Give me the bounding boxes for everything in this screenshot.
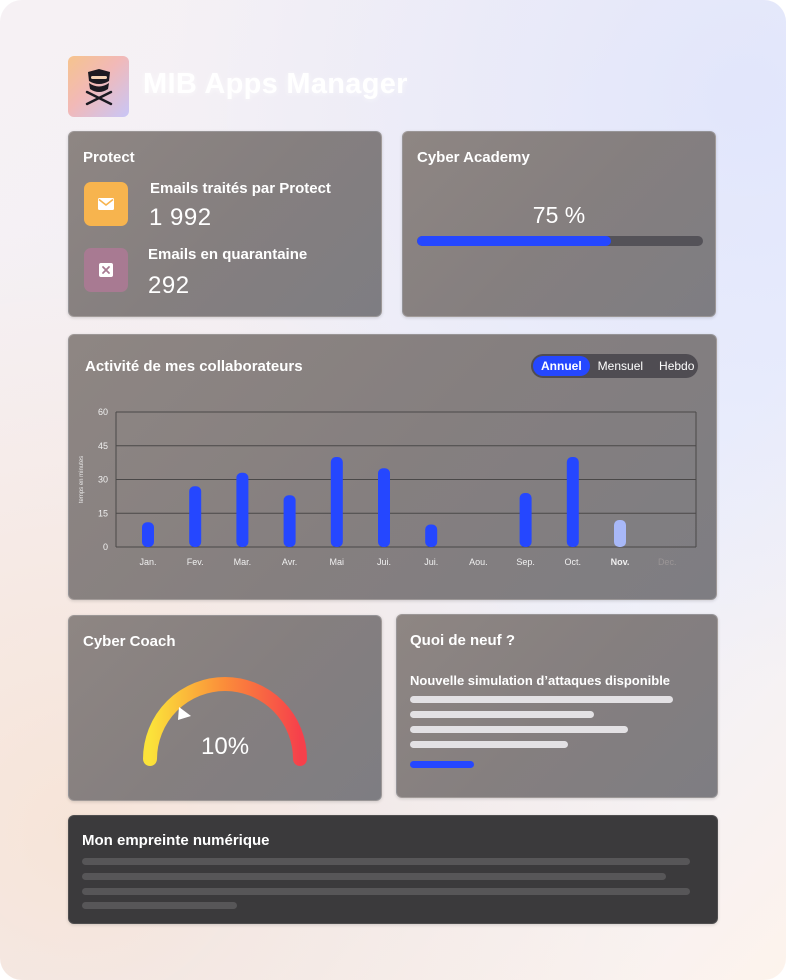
news-title: Quoi de neuf ? [410,632,515,649]
envelope-icon [84,182,128,226]
x-tick-label: Jan. [139,557,156,567]
period-toggle: Annuel Mensuel Hebdo [531,354,698,378]
bar-jui [425,524,438,547]
x-tick-label: Nov. [611,557,630,567]
x-tick-label: Jui. [424,557,438,567]
x-tick-label: Jui. [377,557,391,567]
activity-title: Activité de mes collaborateurs [85,358,303,375]
academy-title: Cyber Academy [417,149,530,166]
bar-oct [566,457,579,547]
y-tick-label: 60 [98,407,108,417]
x-tick-label: Mar. [234,557,252,567]
x-tick-label: Avr. [282,557,297,567]
emails-processed-value: 1 992 [149,204,212,231]
news-text-line [410,711,594,718]
period-annuel-button[interactable]: Annuel [533,356,590,376]
emails-quarantine-label: Emails en quarantaine [148,246,308,263]
news-text-line [410,696,673,703]
cyber-coach-card[interactable]: Cyber Coach 10% [68,615,382,801]
footprint-text-line [82,888,690,895]
protect-card[interactable]: Protect Emails traités par Protect 1 992… [68,131,382,317]
emails-processed-label: Emails traités par Protect [150,180,331,197]
gauge-arc [143,677,307,766]
bar-fev [189,486,202,547]
coach-value: 10% [201,733,250,760]
academy-progress-fill [417,236,612,246]
bar-mar [236,472,249,547]
footprint-text-line [82,873,666,880]
coach-gauge [143,677,307,766]
x-tick-label: Fev. [187,557,204,567]
activity-chart: 0 15 30 45 60 temps en minutes Jan. Fev. Mar. Avr… [79,407,697,567]
academy-progress-label: 75 % [532,202,586,228]
bar-jui [378,468,390,547]
period-mensuel-button[interactable]: Mensuel [597,359,644,373]
y-tick-label: 30 [98,475,108,485]
news-read-more-link[interactable] [410,761,474,768]
x-tick-label: Dec. [658,557,677,567]
news-text-line [410,741,568,748]
footprint-text-line [82,902,237,909]
y-tick-label: 15 [98,508,108,518]
close-box-icon [84,248,128,292]
protect-title: Protect [83,149,135,166]
emails-quarantine-value: 292 [148,272,190,299]
ninja-shield-icon [85,68,112,105]
activity-card: Activité de mes collaborateurs Annuel Me… [68,334,717,600]
bar-nov [614,520,626,547]
x-tick-label: Oct. [565,557,582,567]
cyber-academy-card[interactable]: Cyber Academy 75 % [402,131,716,317]
academy-progress-track [417,236,703,246]
y-axis-label: temps en minutes [79,456,85,503]
app-logo [68,56,129,117]
bar-jan [142,522,154,547]
gauge-pointer-icon [178,707,191,720]
bar-avr [283,495,296,547]
footprint-text-line [82,858,690,865]
footprint-title: Mon empreinte numérique [82,832,270,849]
bar-mai [330,457,343,547]
x-tick-label: Sep. [516,557,535,567]
news-card[interactable]: Quoi de neuf ? Nouvelle simulation d’att… [396,614,718,798]
y-tick-label: 0 [103,542,108,552]
bar-sep [519,493,532,547]
app-title: MIB Apps Manager [143,68,408,100]
news-headline: Nouvelle simulation d’attaques disponibl… [410,673,671,688]
period-hebdo-button[interactable]: Hebdo [659,359,695,373]
coach-title: Cyber Coach [83,633,176,650]
x-tick-label: Aou. [469,557,488,567]
x-tick-label: Mai [330,557,345,567]
y-tick-label: 45 [98,441,108,451]
news-text-line [410,726,628,733]
digital-footprint-card[interactable]: Mon empreinte numérique [68,815,718,924]
